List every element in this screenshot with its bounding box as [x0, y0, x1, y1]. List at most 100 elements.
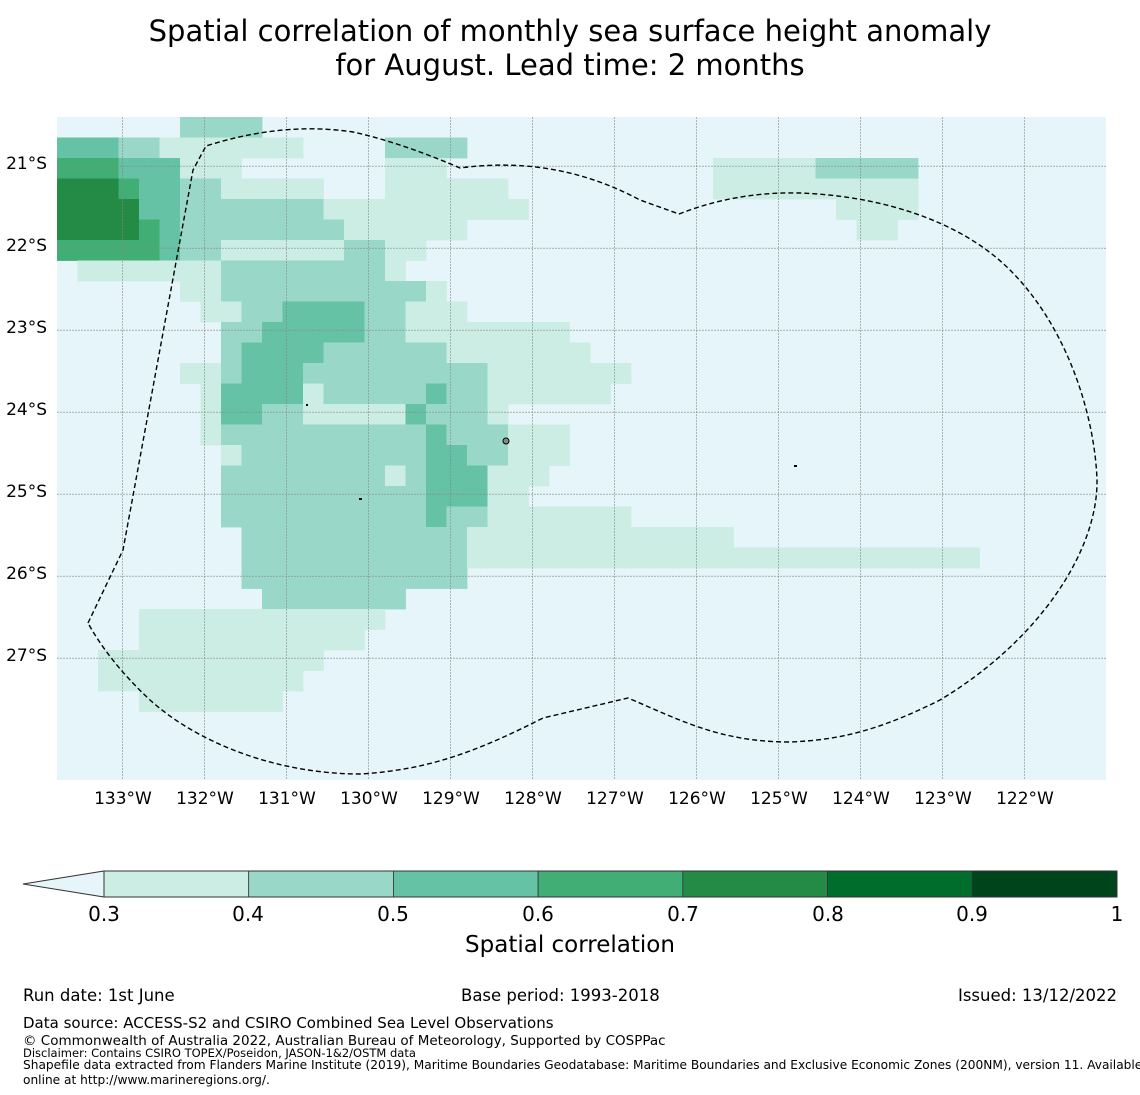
lat-label: 25°S	[6, 482, 47, 502]
correlation-cell	[467, 342, 488, 364]
correlation-cell	[528, 363, 550, 384]
correlation-cell	[159, 178, 181, 200]
correlation-cell	[385, 465, 406, 487]
correlation-cell	[262, 219, 283, 241]
correlation-cell	[426, 547, 447, 569]
correlation-cell	[713, 158, 734, 179]
correlation-cell	[487, 363, 509, 384]
correlation-cell	[467, 424, 488, 446]
correlation-cell	[323, 281, 345, 302]
lat-label: 21°S	[6, 154, 47, 174]
correlation-cell	[262, 137, 283, 159]
correlation-cell	[57, 137, 78, 159]
correlation-cell	[262, 260, 283, 282]
correlation-cell	[98, 260, 119, 282]
correlation-cell	[692, 547, 714, 569]
correlation-cell	[200, 691, 222, 712]
correlation-cell	[672, 547, 693, 569]
correlation-cell	[426, 281, 447, 302]
correlation-cell	[733, 158, 755, 179]
correlation-cell	[282, 650, 304, 671]
correlation-cell	[426, 342, 447, 364]
correlation-cell	[200, 137, 222, 159]
correlation-cell	[405, 383, 427, 405]
correlation-cell	[405, 527, 427, 548]
correlation-cell	[139, 650, 160, 671]
correlation-cell	[262, 445, 283, 466]
lat-label: 26°S	[6, 564, 47, 584]
correlation-cell	[180, 281, 201, 302]
correlation-cell	[303, 322, 324, 343]
correlation-cell	[549, 506, 570, 528]
correlation-cell	[528, 445, 550, 466]
correlation-cell	[405, 568, 427, 589]
correlation-cell	[385, 404, 406, 425]
correlation-cell	[385, 219, 406, 241]
correlation-cell	[200, 629, 222, 651]
correlation-cell	[897, 178, 919, 200]
correlation-cell	[487, 383, 509, 405]
correlation-cell	[282, 322, 304, 343]
correlation-cell	[405, 178, 427, 200]
correlation-cell	[590, 527, 611, 548]
correlation-cell	[180, 363, 201, 384]
correlation-cell	[241, 260, 263, 282]
correlation-cell	[221, 363, 242, 384]
correlation-cell	[774, 178, 796, 200]
correlation-cell	[426, 465, 447, 487]
correlation-cell	[467, 404, 488, 425]
correlation-cell	[118, 670, 140, 692]
correlation-cell	[282, 404, 304, 425]
correlation-cell	[385, 588, 406, 610]
correlation-cell	[405, 363, 427, 384]
correlation-cell	[446, 137, 468, 159]
correlation-cell	[733, 178, 755, 200]
correlation-cell	[467, 322, 488, 343]
correlation-cell	[282, 424, 304, 446]
correlation-cell	[241, 527, 263, 548]
colorbar-tick: 0.7	[667, 902, 699, 926]
correlation-cell	[303, 527, 324, 548]
correlation-cell	[262, 486, 283, 507]
correlation-cell	[241, 137, 263, 159]
correlation-cell	[303, 342, 324, 364]
correlation-cell	[344, 219, 365, 241]
correlation-cell	[426, 301, 447, 323]
correlation-cell	[385, 301, 406, 323]
correlation-cell	[180, 629, 201, 651]
correlation-cell	[918, 547, 939, 569]
correlation-cell	[344, 629, 365, 651]
correlation-cell	[508, 342, 529, 364]
correlation-cell	[426, 178, 447, 200]
correlation-cell	[159, 629, 181, 651]
correlation-cell	[467, 527, 488, 548]
correlation-cell	[221, 691, 242, 712]
correlation-cell	[426, 219, 447, 241]
correlation-cell	[139, 629, 160, 651]
correlation-cell	[77, 260, 99, 282]
correlation-cell	[200, 650, 222, 671]
correlation-cell	[262, 527, 283, 548]
correlation-cell	[508, 199, 529, 220]
correlation-cell	[221, 609, 242, 630]
correlation-cell	[262, 465, 283, 487]
correlation-cell	[323, 199, 345, 220]
island-marker	[794, 465, 797, 467]
correlation-cell	[405, 199, 427, 220]
correlation-cell	[487, 465, 509, 487]
lon-label: 126°W	[668, 789, 726, 809]
correlation-cell	[303, 199, 324, 220]
correlation-cell	[262, 588, 283, 610]
correlation-cell	[303, 445, 324, 466]
correlation-cell	[180, 178, 201, 200]
correlation-cell	[651, 547, 673, 569]
correlation-cell	[385, 260, 406, 282]
correlation-cell	[159, 240, 181, 261]
correlation-cell	[57, 219, 78, 241]
correlation-cell	[118, 260, 140, 282]
correlation-cell	[487, 404, 509, 425]
lat-label: 23°S	[6, 318, 47, 338]
correlation-cell	[282, 301, 304, 323]
correlation-cell	[221, 383, 242, 405]
correlation-cell	[446, 363, 468, 384]
